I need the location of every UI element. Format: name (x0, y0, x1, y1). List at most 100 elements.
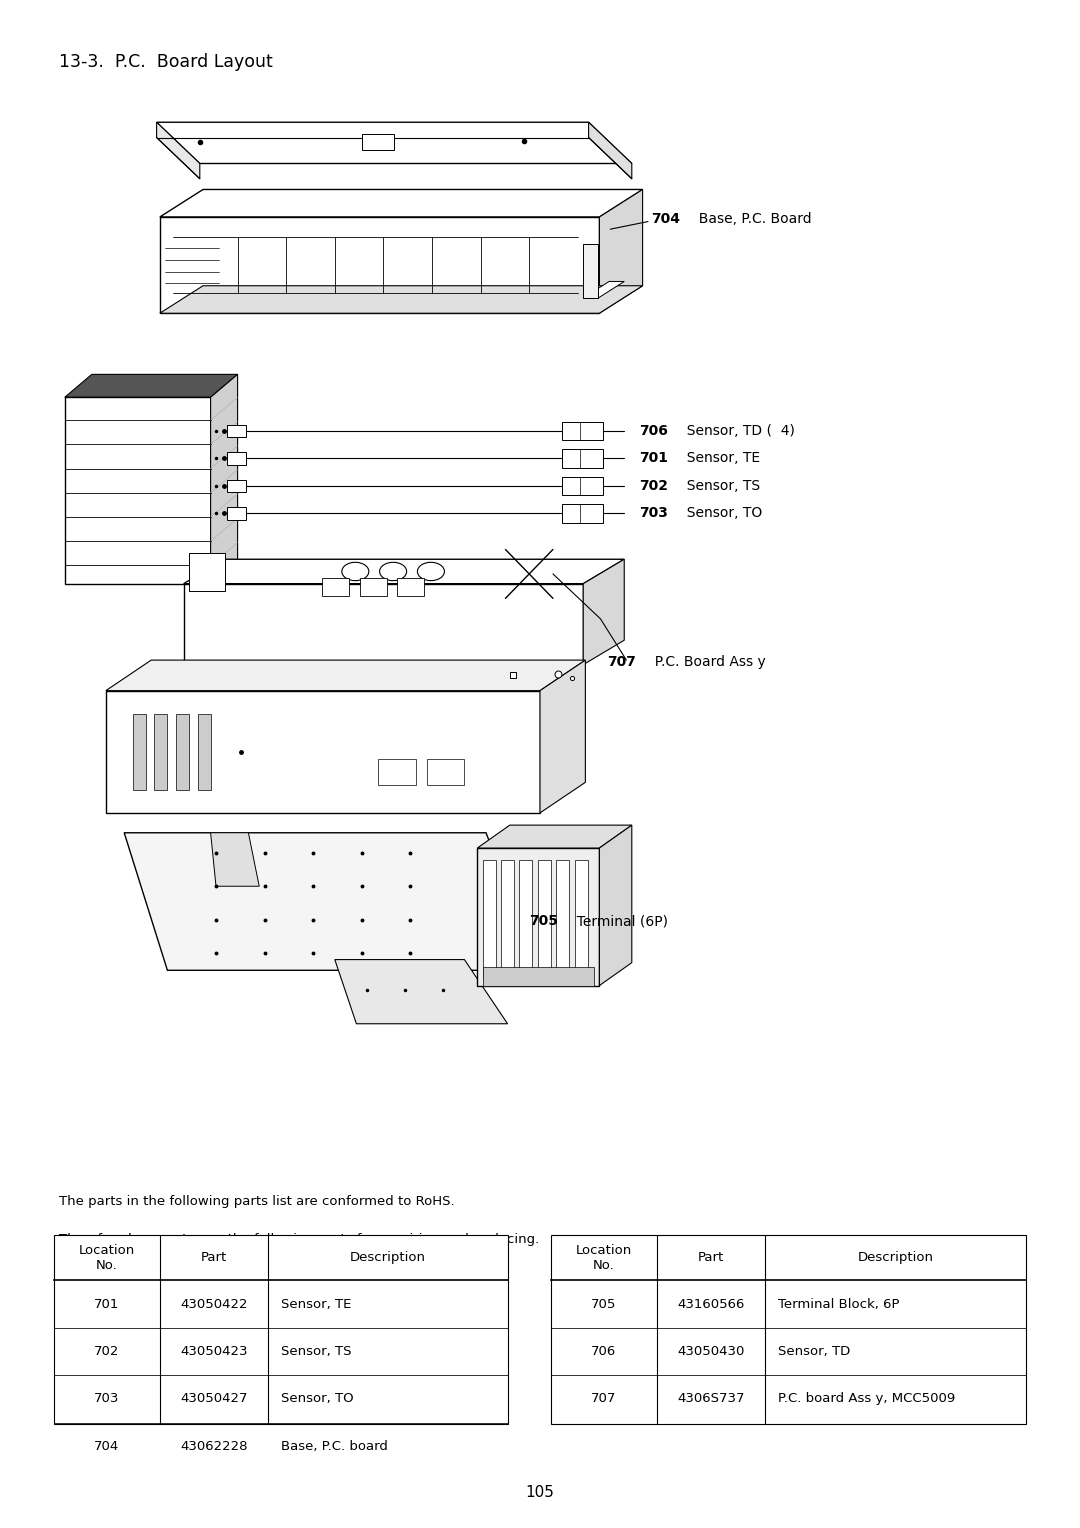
Polygon shape (599, 189, 643, 313)
Polygon shape (362, 134, 394, 150)
Polygon shape (154, 714, 167, 790)
Polygon shape (160, 189, 643, 217)
Polygon shape (427, 759, 464, 785)
Text: Sensor, TO: Sensor, TO (281, 1392, 353, 1406)
Text: Part: Part (698, 1251, 724, 1264)
Text: 43050422: 43050422 (180, 1297, 247, 1311)
Polygon shape (160, 217, 599, 313)
Text: Sensor, TD: Sensor, TD (778, 1345, 850, 1358)
Text: Sensor, TE: Sensor, TE (281, 1297, 351, 1311)
Ellipse shape (341, 562, 369, 581)
Polygon shape (133, 714, 146, 790)
Polygon shape (198, 714, 211, 790)
Text: Location
No.: Location No. (79, 1244, 135, 1271)
Polygon shape (227, 480, 246, 492)
Text: 43050423: 43050423 (180, 1345, 247, 1358)
Polygon shape (322, 578, 349, 596)
Polygon shape (106, 691, 540, 813)
Polygon shape (483, 860, 496, 978)
Text: 704: 704 (94, 1439, 120, 1453)
Text: Therefore be sure to use the following parts for repairing and replacing.: Therefore be sure to use the following p… (59, 1233, 540, 1247)
Polygon shape (562, 422, 603, 440)
Polygon shape (562, 477, 603, 495)
Polygon shape (227, 452, 246, 465)
Polygon shape (106, 660, 585, 691)
Text: 13-3.  P.C.  Board Layout: 13-3. P.C. Board Layout (59, 53, 273, 72)
Text: 704: 704 (651, 211, 680, 226)
Text: 701: 701 (639, 451, 669, 466)
Polygon shape (477, 825, 632, 848)
Text: 43062228: 43062228 (180, 1439, 247, 1453)
Polygon shape (583, 281, 624, 298)
Polygon shape (599, 825, 632, 986)
Text: 105: 105 (526, 1485, 554, 1500)
Polygon shape (519, 860, 532, 978)
Text: Sensor, TS: Sensor, TS (281, 1345, 351, 1358)
Polygon shape (176, 714, 189, 790)
Text: 706: 706 (639, 423, 669, 439)
Text: Description: Description (858, 1251, 933, 1264)
Text: 702: 702 (94, 1345, 120, 1358)
Polygon shape (397, 578, 424, 596)
Polygon shape (562, 504, 603, 523)
Polygon shape (538, 860, 551, 978)
Text: Location
No.: Location No. (576, 1244, 632, 1271)
Text: 702: 702 (639, 478, 669, 494)
Text: 707: 707 (607, 654, 636, 669)
Text: Terminal (6P): Terminal (6P) (568, 914, 669, 929)
Polygon shape (227, 425, 246, 437)
Ellipse shape (380, 562, 406, 581)
Polygon shape (583, 244, 598, 298)
Polygon shape (124, 833, 540, 970)
Polygon shape (378, 759, 416, 785)
Polygon shape (157, 122, 632, 163)
Ellipse shape (417, 562, 445, 581)
Polygon shape (556, 860, 569, 978)
Text: 703: 703 (94, 1392, 120, 1406)
Polygon shape (211, 833, 259, 886)
Text: 706: 706 (591, 1345, 617, 1358)
Text: Description: Description (350, 1251, 426, 1264)
Polygon shape (157, 122, 200, 179)
Text: 705: 705 (529, 914, 558, 929)
Text: 43050430: 43050430 (677, 1345, 744, 1358)
Polygon shape (65, 397, 211, 584)
Text: 707: 707 (591, 1392, 617, 1406)
Polygon shape (65, 374, 238, 397)
Polygon shape (227, 507, 246, 520)
Text: Sensor, TO: Sensor, TO (678, 506, 762, 521)
Bar (551, 1235, 1026, 1424)
Text: Sensor, TS: Sensor, TS (678, 478, 760, 494)
Polygon shape (160, 286, 643, 313)
Text: Part: Part (201, 1251, 227, 1264)
Polygon shape (501, 860, 514, 978)
Polygon shape (360, 578, 387, 596)
Text: P.C. board Ass y, MCC5009: P.C. board Ass y, MCC5009 (778, 1392, 955, 1406)
Polygon shape (189, 553, 225, 591)
Polygon shape (211, 374, 238, 584)
Text: 701: 701 (94, 1297, 120, 1311)
Polygon shape (335, 960, 508, 1024)
Text: 703: 703 (639, 506, 669, 521)
Text: Base, P.C. board: Base, P.C. board (281, 1439, 388, 1453)
Text: Sensor, TE: Sensor, TE (678, 451, 760, 466)
Text: Sensor, TD (  4): Sensor, TD ( 4) (678, 423, 795, 439)
Text: The parts in the following parts list are conformed to RoHS.: The parts in the following parts list ar… (59, 1195, 455, 1209)
Text: P.C. Board Ass y: P.C. Board Ass y (646, 654, 766, 669)
Polygon shape (477, 848, 599, 986)
Text: 43160566: 43160566 (677, 1297, 744, 1311)
Polygon shape (483, 967, 594, 986)
Polygon shape (575, 860, 588, 978)
Text: 4306S737: 4306S737 (677, 1392, 744, 1406)
Text: Terminal Block, 6P: Terminal Block, 6P (778, 1297, 899, 1311)
Polygon shape (562, 449, 603, 468)
Polygon shape (540, 660, 585, 813)
Text: 43050427: 43050427 (180, 1392, 247, 1406)
Bar (54, 1235, 508, 1424)
Text: Base, P.C. Board: Base, P.C. Board (690, 211, 812, 226)
Text: 705: 705 (591, 1297, 617, 1311)
Polygon shape (583, 559, 624, 665)
Polygon shape (184, 559, 624, 584)
Polygon shape (184, 584, 583, 665)
Polygon shape (589, 122, 632, 179)
